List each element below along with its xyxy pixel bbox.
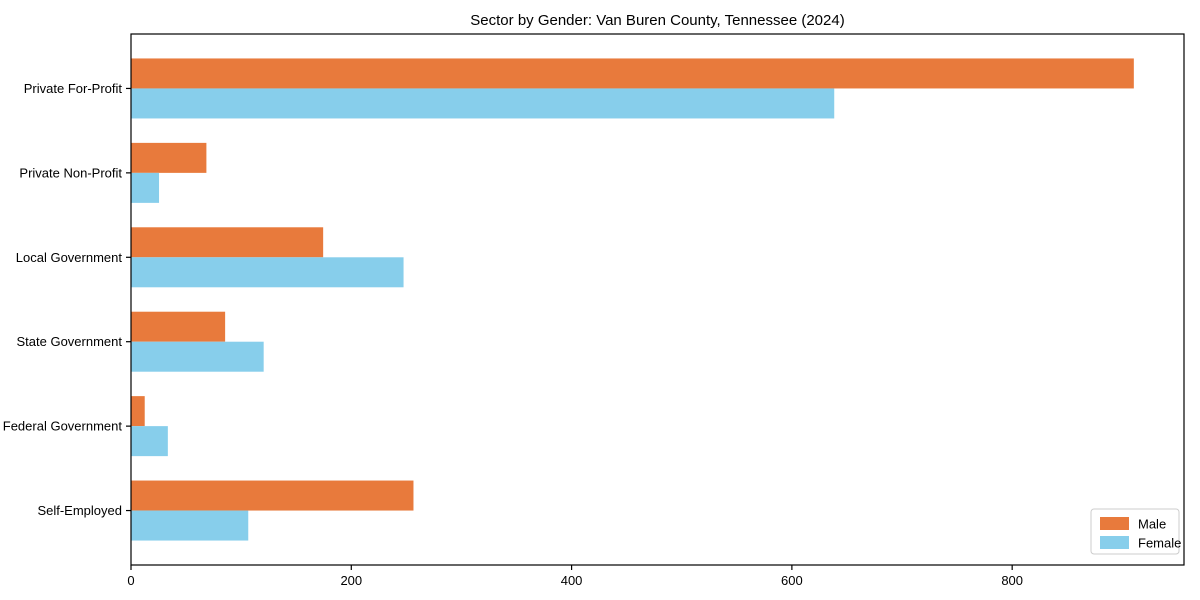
bar-female-3 <box>131 341 264 372</box>
bar-female-0 <box>131 88 835 119</box>
y-category-label: Local Government <box>16 250 123 265</box>
bar-male-2 <box>131 227 324 258</box>
plot-frame <box>130 33 1185 566</box>
bar-female-5 <box>131 510 249 541</box>
bar-female-2 <box>131 257 404 288</box>
x-tick-label: 0 <box>127 573 134 588</box>
y-category-label: Private For-Profit <box>24 81 123 96</box>
bar-male-3 <box>131 311 226 342</box>
y-category-label: Federal Government <box>3 419 123 434</box>
bar-male-5 <box>131 480 414 511</box>
bar-female-4 <box>131 426 168 457</box>
bar-female-1 <box>131 172 160 203</box>
legend-label-male: Male <box>1138 517 1166 532</box>
y-category-label: State Government <box>17 334 123 349</box>
bar-male-0 <box>131 58 1134 89</box>
chart-title: Sector by Gender: Van Buren County, Tenn… <box>470 12 845 29</box>
x-tick-label: 400 <box>561 573 583 588</box>
legend-swatch-female <box>1100 536 1129 549</box>
x-tick-label: 200 <box>340 573 362 588</box>
legend: Male Female <box>1090 508 1181 555</box>
y-category-label: Private Non-Profit <box>19 165 122 180</box>
legend-swatch-male <box>1100 517 1129 530</box>
bar-male-1 <box>131 142 207 173</box>
y-category-label: Self-Employed <box>37 503 122 518</box>
x-tick-label: 600 <box>781 573 803 588</box>
legend-label-female: Female <box>1138 536 1181 551</box>
bar-male-4 <box>131 396 145 427</box>
x-tick-label: 800 <box>1001 573 1023 588</box>
